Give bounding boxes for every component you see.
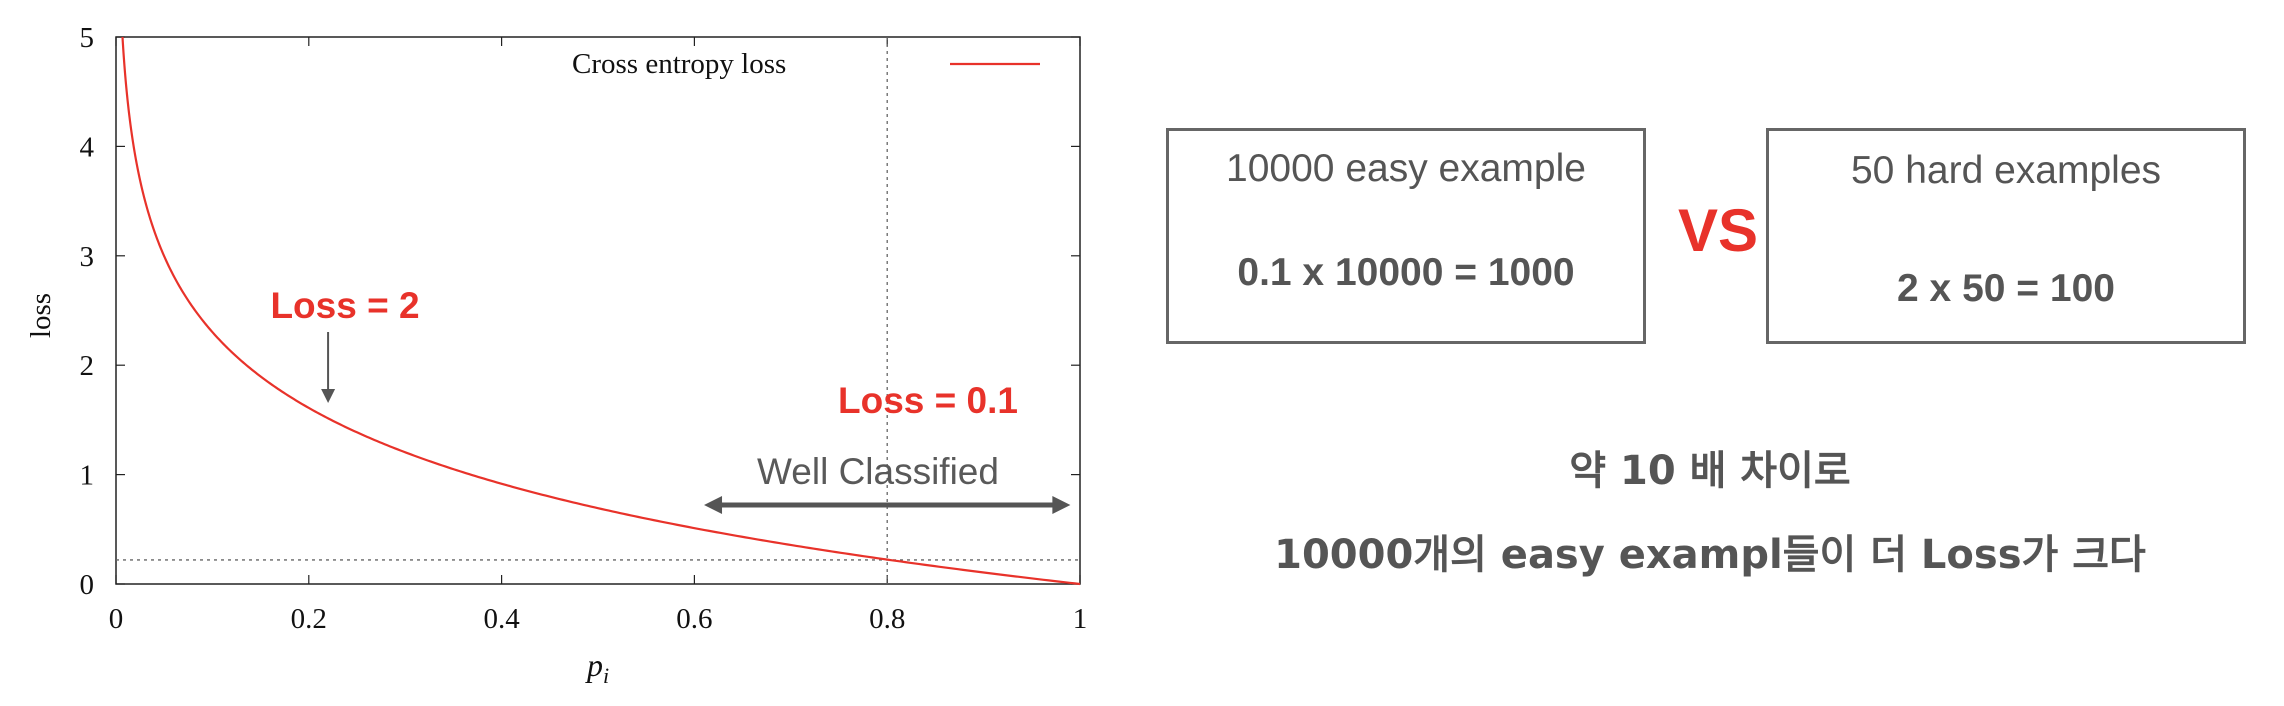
well-classified-arrow-right — [1052, 496, 1071, 514]
summary-line-1: 약 10 배 차이로 — [1569, 448, 1851, 494]
x-tick-label: 1 — [1073, 603, 1088, 635]
y-tick-label: 3 — [80, 241, 95, 273]
summary-line-2: 10000개의 easy exampl들이 더 Loss가 크다 — [1274, 532, 2146, 578]
vs-label: VS — [1677, 197, 1759, 264]
y-tick-label: 1 — [80, 460, 95, 492]
hard-example-box: 50 hard examples 2 x 50 = 100 — [1766, 128, 2246, 344]
loss-2-arrow-head — [321, 389, 336, 403]
loss-0-1-label: Loss = 0.1 — [838, 380, 1018, 421]
plot-border — [115, 36, 1081, 585]
x-tick-label: 0.6 — [676, 603, 712, 635]
x-tick-label: 0 — [109, 603, 124, 635]
hard-box-equation: 2 x 50 = 100 — [1897, 267, 2115, 310]
x-tick-label: 0.8 — [869, 603, 905, 635]
x-tick-label: 0.4 — [483, 603, 520, 635]
series-layer — [121, 37, 1081, 586]
well-classified-label: Well Classified — [757, 451, 999, 492]
y-axis-label: loss — [25, 293, 57, 338]
series-cross-entropy-line — [121, 37, 1081, 586]
legend-label: Cross entropy loss — [572, 48, 786, 80]
easy-box-equation: 0.1 x 10000 = 1000 — [1237, 251, 1575, 294]
easy-example-box: 10000 easy example 0.1 x 10000 = 1000 — [1166, 128, 1646, 344]
x-axis-label: pi — [585, 647, 609, 688]
y-tick-label: 4 — [80, 131, 95, 163]
hard-box-title: 50 hard examples — [1850, 149, 2162, 192]
ticks: 0 0.2 0.4 0.6 0.8 1 0 1 2 3 4 5 — [80, 22, 1088, 635]
y-tick-label: 2 — [80, 350, 95, 382]
easy-box-title: 10000 easy example — [1226, 147, 1586, 190]
annotations: Loss = 2 Loss = 0.1 Well Classified — [270, 285, 1071, 514]
y-tick-label: 5 — [80, 22, 95, 54]
y-tick-label: 0 — [80, 569, 95, 601]
reference-lines — [116, 37, 1080, 584]
axis-labels: pi loss — [25, 293, 609, 688]
plot-frame — [115, 36, 1081, 585]
x-tick-label: 0.2 — [291, 603, 327, 635]
well-classified-arrow-left — [704, 496, 723, 514]
legend: Cross entropy loss — [572, 48, 1040, 80]
loss-2-label: Loss = 2 — [270, 285, 419, 326]
